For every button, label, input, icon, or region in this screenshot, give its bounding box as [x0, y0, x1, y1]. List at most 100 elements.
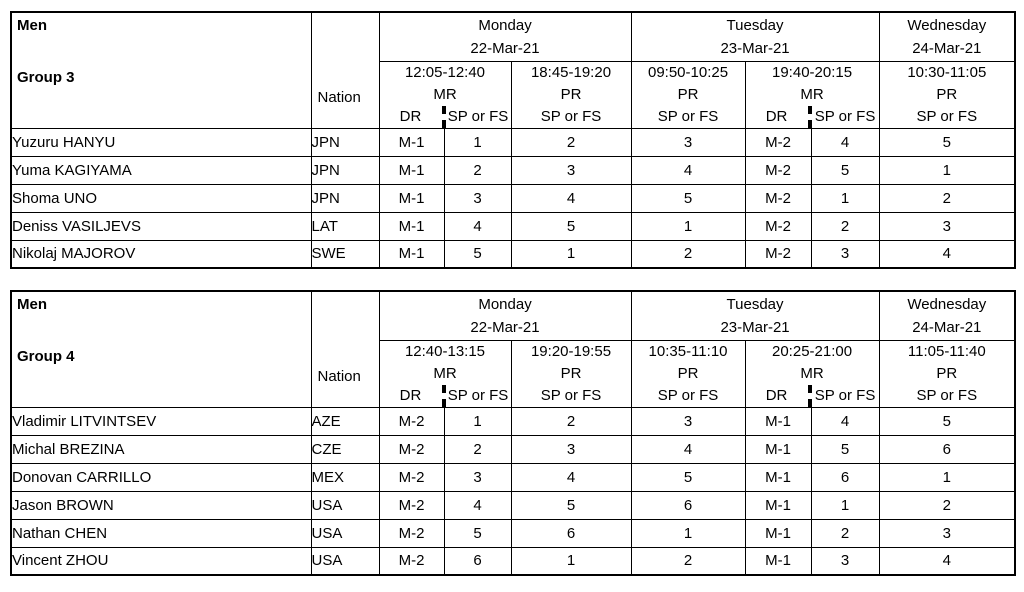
skating-order: 1 — [630, 211, 746, 241]
skating-order: 4 — [510, 183, 632, 213]
skating-order: 2 — [810, 211, 880, 241]
session-time: 18:45-19:20 — [530, 63, 612, 81]
skater-name: Vincent ZHOU — [10, 546, 312, 576]
day-name: Tuesday — [726, 16, 784, 34]
skater-name: Jason BROWN — [10, 490, 312, 520]
skating-order: 2 — [810, 518, 880, 548]
rink-label: PR — [936, 85, 958, 103]
session-header: 10:35-11:10 PR SP or FS — [630, 339, 746, 408]
skating-order: 2 — [878, 183, 1016, 213]
skate-type-label: SP or FS — [916, 107, 978, 125]
skating-order: 3 — [810, 546, 880, 576]
skating-order: 3 — [810, 239, 880, 269]
dance-rink-assignment: M-1 — [378, 183, 445, 213]
dance-rink-label: DR — [765, 108, 788, 125]
dance-rink-assignment: M-1 — [378, 239, 445, 269]
day-header-wednesday: Wednesday 24-Mar-21 — [878, 290, 1016, 341]
nation-header-cell: Nation — [310, 290, 380, 408]
session-header: 18:45-19:20 PR SP or FS — [510, 60, 632, 129]
header-session-row: 12:05-12:40 MR DR SP or FS 18:45-19:20 PR SP o… — [11, 60, 1016, 129]
skater-name: Shoma UNO — [10, 183, 312, 213]
skating-order: 2 — [630, 239, 746, 269]
dance-rink-assignment: M-1 — [378, 127, 445, 157]
practice-schedule-page: Men Group 3 Nation Monday 22-Mar-21 Tuesday 23… — [10, 11, 1017, 576]
nation: AZE — [310, 406, 380, 436]
skate-type-label: SP or FS — [657, 107, 719, 125]
skater-name: Vladimir LITVINTSEV — [10, 406, 312, 436]
dashed-divider — [441, 105, 446, 127]
skating-order: 3 — [878, 518, 1016, 548]
dashed-divider — [807, 105, 812, 127]
skate-type-label: SP or FS — [540, 107, 602, 125]
nation: USA — [310, 518, 380, 548]
skating-order: 5 — [630, 183, 746, 213]
skating-order: 3 — [443, 183, 512, 213]
skating-order: 4 — [810, 127, 880, 157]
dance-rink-assignment: M-2 — [744, 239, 812, 269]
nation: SWE — [310, 239, 380, 269]
group-header-cell: Men Group 3 — [10, 11, 312, 129]
session-header: 09:50-10:25 PR SP or FS — [630, 60, 746, 129]
day-name: Monday — [478, 16, 532, 34]
dance-rink-assignment: M-2 — [744, 155, 812, 185]
dance-rink-assignment: M-1 — [744, 434, 812, 464]
skating-order: 4 — [630, 434, 746, 464]
skating-order: 4 — [510, 462, 632, 492]
session-header: 19:20-19:55 PR SP or FS — [510, 339, 632, 408]
skating-order: 3 — [878, 211, 1016, 241]
category-label: Men — [17, 17, 47, 34]
skating-order: 1 — [810, 490, 880, 520]
skating-order: 1 — [510, 239, 632, 269]
nation-column-label: Nation — [317, 88, 361, 106]
dance-rink-assignment: M-2 — [744, 183, 812, 213]
skating-order: 5 — [878, 127, 1016, 157]
skating-order: 3 — [630, 127, 746, 157]
nation: JPN — [310, 155, 380, 185]
skating-order: 6 — [810, 462, 880, 492]
rink-label: MR — [433, 85, 457, 103]
session-sublabels: DR SP or FS — [380, 384, 510, 406]
nation: JPN — [310, 127, 380, 157]
session-time: 19:20-19:55 — [530, 342, 612, 360]
skater-row: Vincent ZHOU USA M-2 6 1 2 M-1 3 4 — [10, 546, 1016, 576]
dance-rink-assignment: M-1 — [744, 406, 812, 436]
session-time: 10:30-11:05 — [907, 63, 987, 81]
skater-row: Yuma KAGIYAMA JPN M-1 2 3 4 M-2 5 1 — [10, 155, 1016, 185]
skating-order: 3 — [443, 462, 512, 492]
skating-order: 3 — [630, 406, 746, 436]
dance-rink-assignment: M-2 — [744, 127, 812, 157]
dance-rink-assignment: M-1 — [744, 546, 812, 576]
session-header: 11:05-11:40 PR SP or FS — [878, 339, 1016, 408]
nation: MEX — [310, 462, 380, 492]
dance-rink-assignment: M-1 — [744, 490, 812, 520]
skater-name: Yuma KAGIYAMA — [10, 155, 312, 185]
skating-order: 4 — [630, 155, 746, 185]
skating-order: 5 — [810, 155, 880, 185]
session-header: 19:40-20:15 MR DR SP or FS — [744, 60, 880, 129]
session-time: 11:05-11:40 — [907, 342, 986, 360]
skater-name: Donovan CARRILLO — [10, 462, 312, 492]
skating-order: 6 — [443, 546, 512, 576]
rink-label: PR — [560, 364, 582, 382]
day-name: Monday — [478, 295, 532, 313]
skater-row: Jason BROWN USA M-2 4 5 6 M-1 1 2 — [10, 490, 1016, 520]
skater-name: Nikolaj MAJOROV — [10, 239, 312, 269]
skating-order: 3 — [510, 434, 632, 464]
skater-name: Nathan CHEN — [10, 518, 312, 548]
day-date: 24-Mar-21 — [912, 39, 982, 57]
dance-rink-assignment: M-2 — [378, 462, 445, 492]
day-name: Wednesday — [907, 295, 987, 313]
skating-order: 5 — [810, 434, 880, 464]
skater-row: Nathan CHEN USA M-2 5 6 1 M-1 2 3 — [10, 518, 1016, 548]
session-sublabels: DR SP or FS — [746, 105, 878, 127]
tables-container: Men Group 3 Nation Monday 22-Mar-21 Tuesday 23… — [10, 11, 1017, 576]
skating-order: 1 — [443, 406, 512, 436]
skater-name: Michal BREZINA — [10, 434, 312, 464]
skate-type-label: SP or FS — [916, 386, 978, 404]
skate-type-label: SP or FS — [657, 386, 719, 404]
dashed-divider — [807, 384, 812, 406]
session-header: 12:05-12:40 MR DR SP or FS — [378, 60, 512, 129]
nation: LAT — [310, 211, 380, 241]
skating-order: 2 — [443, 155, 512, 185]
skating-order: 2 — [443, 434, 512, 464]
